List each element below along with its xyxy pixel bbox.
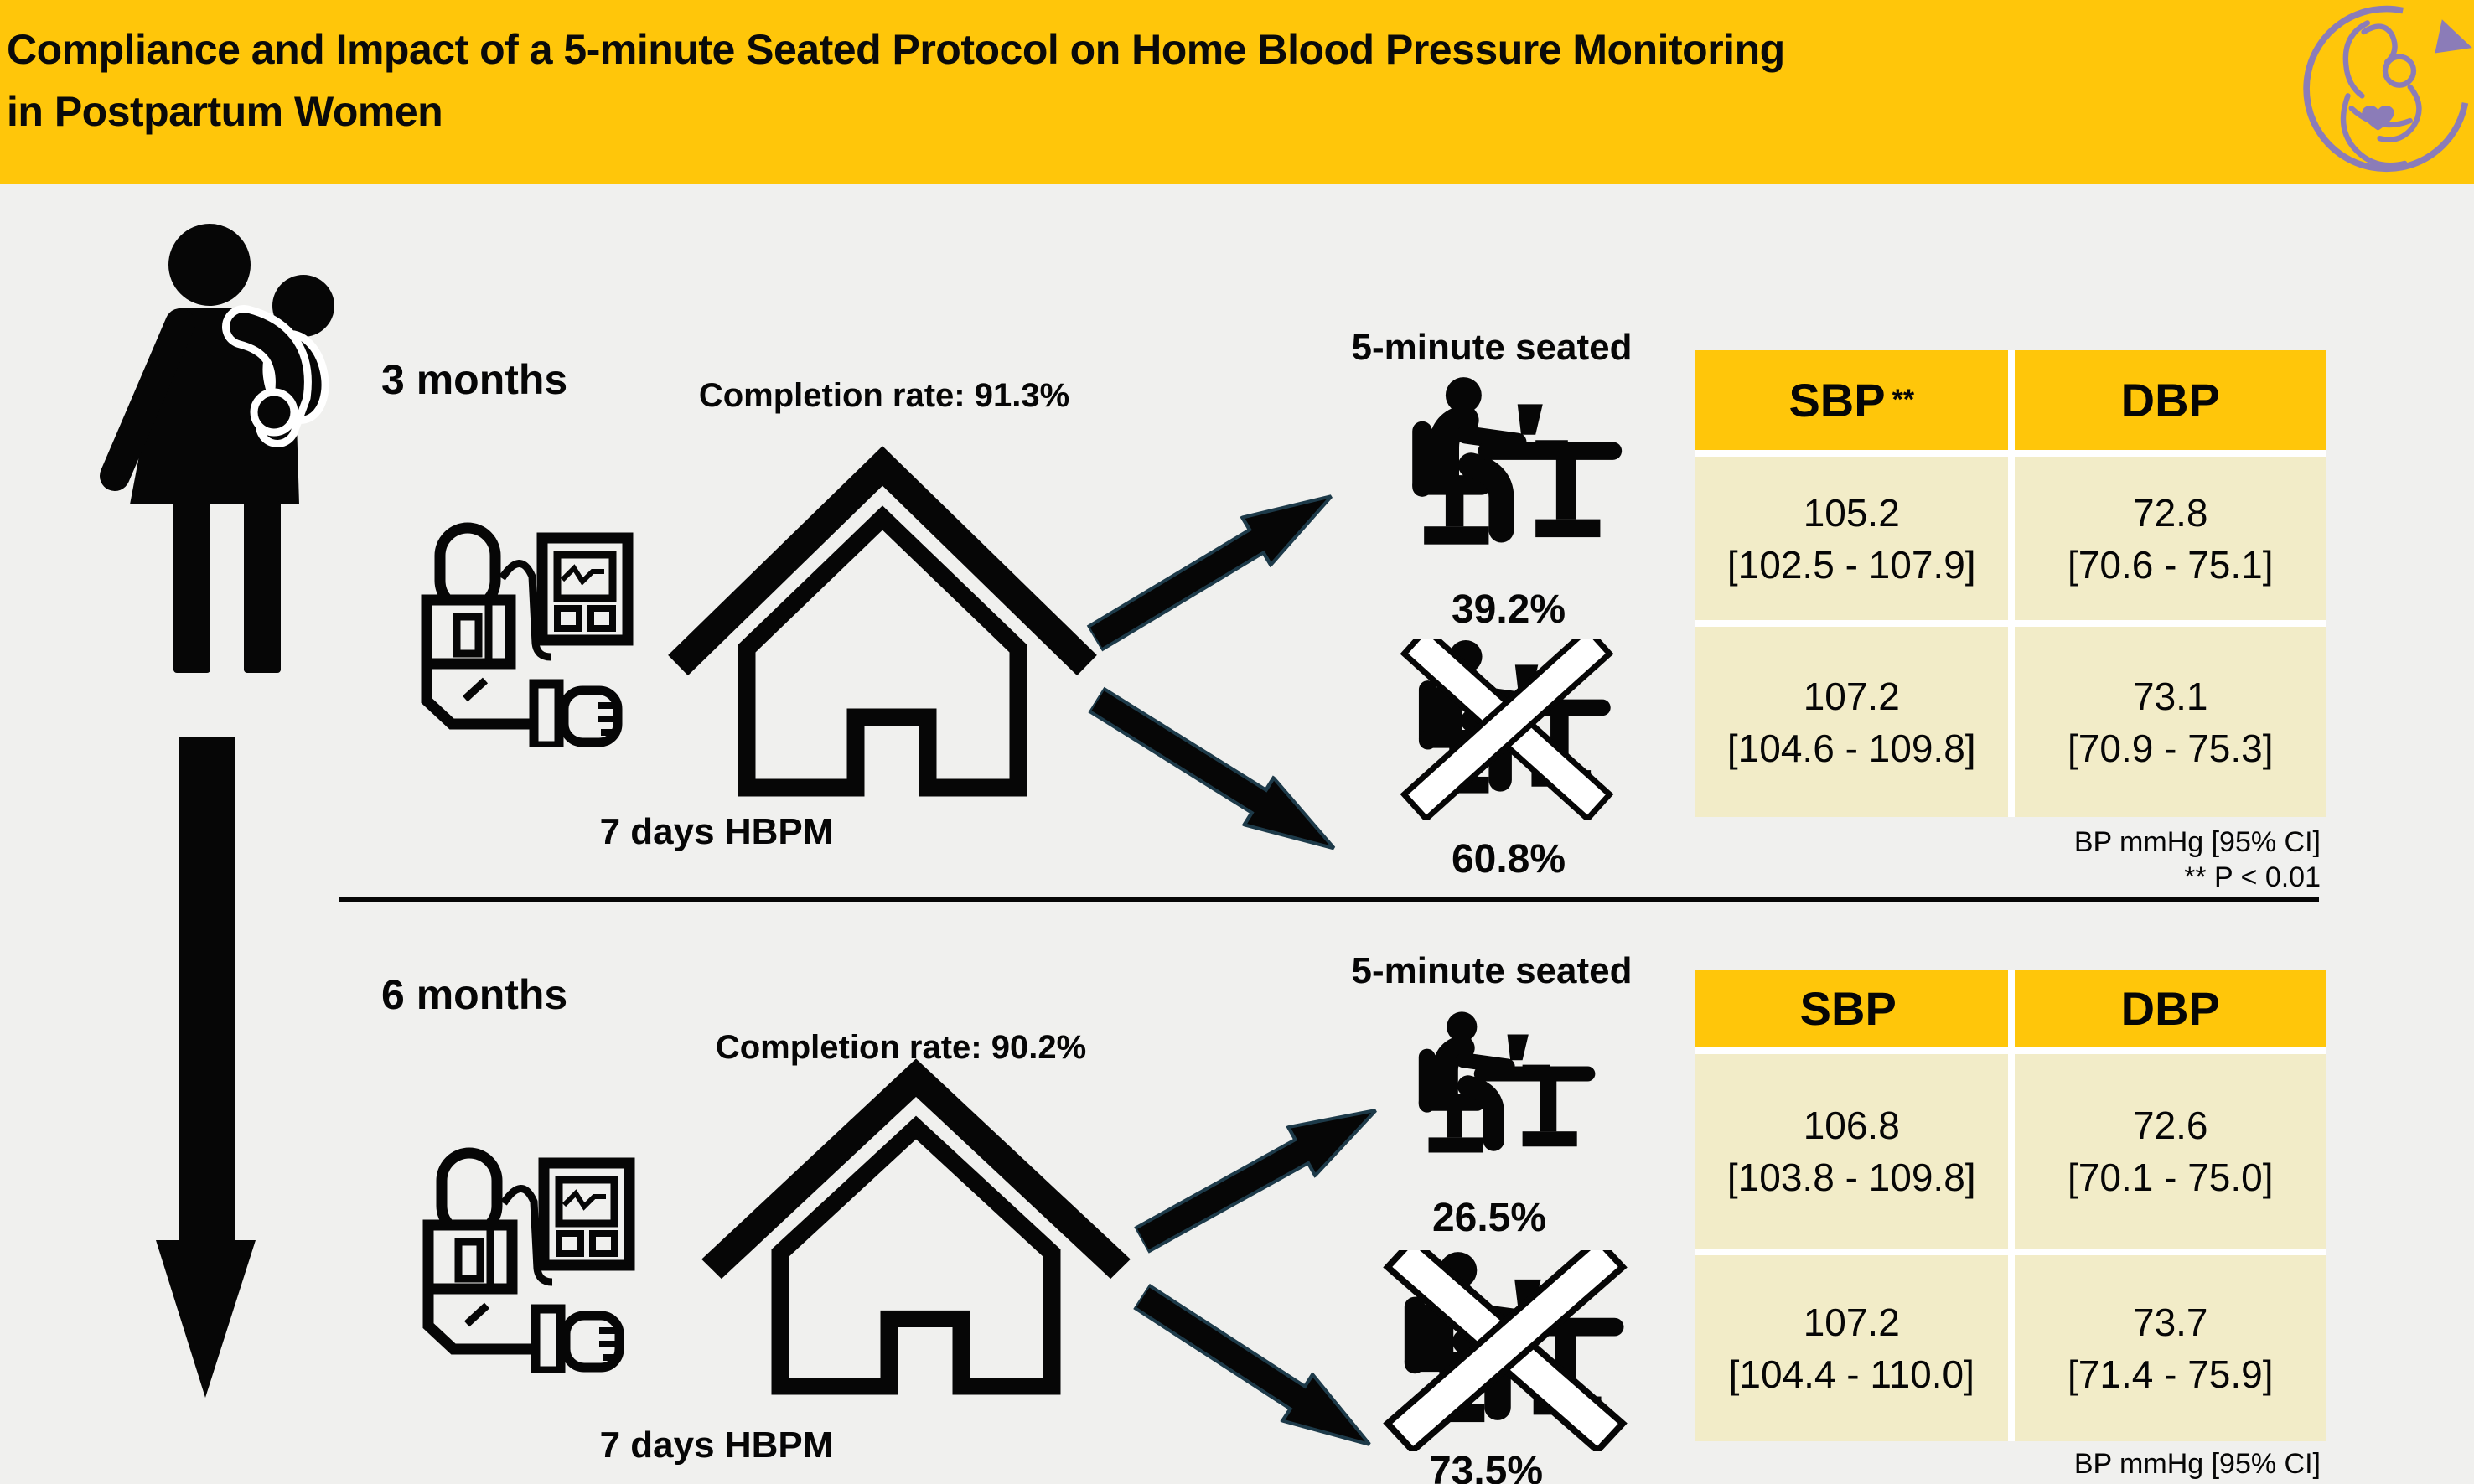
title-line-1: Compliance and Impact of a 5-minute Seat… — [7, 26, 1785, 73]
title-bar: Compliance and Impact of a 5-minute Seat… — [0, 0, 2474, 184]
blood-pressure-monitor-icon — [421, 522, 634, 747]
timepoint-label-3-months: 3 months — [381, 356, 568, 403]
dbp-value: 72.8 — [2132, 490, 2208, 535]
page-title: Compliance and Impact of a 5-minute Seat… — [7, 18, 1785, 142]
dbp-value: 73.7 — [2132, 1300, 2208, 1344]
hbpm-label-3-months: 7 days HBPM — [599, 811, 834, 852]
table-cell: 105.2 [102.5 - 107.9] — [1695, 457, 2008, 620]
home-icon — [701, 1058, 1131, 1395]
sbp-header-text: SBP — [1788, 374, 1886, 427]
sbp-confidence-interval: [103.8 - 109.8] — [1726, 1156, 1976, 1199]
cross-out-x-icon — [1383, 1250, 1628, 1451]
dbp-header-text: DBP — [2120, 374, 2220, 427]
sbp-value: 107.2 — [1803, 1300, 1900, 1344]
not-seated-percentage-3-months: 60.8% — [1451, 837, 1566, 882]
person-seated-at-desk-crossed-out-icon — [1383, 1250, 1628, 1451]
arrow-icon — [1126, 1272, 1386, 1470]
table-cell: 107.2 [104.6 - 109.8] — [1695, 627, 2008, 817]
sbp-significance-marker: ** — [1892, 384, 1915, 416]
sbp-value: 106.8 — [1803, 1104, 1900, 1147]
dbp-confidence-interval: [70.1 - 75.0] — [2068, 1156, 2274, 1199]
table-cell: 73.1 [70.9 - 75.3] — [2014, 627, 2326, 817]
section-divider — [339, 897, 2319, 902]
column-header-sbp: SBP — [1695, 970, 2008, 1047]
dbp-confidence-interval: [71.4 - 75.9] — [2068, 1352, 2274, 1396]
person-seated-at-desk-icon — [1412, 377, 1623, 545]
table-footnote-units: BP mmHg [95% CI] — [2073, 826, 2321, 858]
dbp-value: 73.1 — [2132, 674, 2208, 718]
sbp-confidence-interval: [104.6 - 109.8] — [1726, 726, 1976, 770]
maternal-care-circular-arrow-logo — [2303, 5, 2472, 173]
seated-percentage-3-months: 39.2% — [1451, 587, 1566, 632]
table-cell: 73.7 [71.4 - 75.9] — [2014, 1255, 2326, 1441]
sbp-confidence-interval: [104.4 - 110.0] — [1728, 1352, 1975, 1396]
completion-rate-6-months: Completion rate: 90.2% — [715, 1029, 1087, 1066]
hbpm-label-6-months: 7 days HBPM — [599, 1425, 834, 1466]
seated-percentage-6-months: 26.5% — [1431, 1196, 1547, 1240]
arrow-icon — [1127, 1084, 1390, 1265]
timepoint-label-6-months: 6 months — [381, 971, 568, 1018]
bp-table-6-months: SBP DBP 106.8 [103.8 - 109.8] 72.6 [70.1… — [1695, 970, 2326, 1441]
person-seated-at-desk-icon — [1418, 1011, 1596, 1153]
bp-table-3-months: SBP ** DBP 105.2 [102.5 - 107.9] 72.8 [70… — [1695, 350, 2326, 817]
table-cell: 107.2 [104.4 - 110.0] — [1695, 1255, 2008, 1441]
title-line-2: in Postpartum Women — [7, 88, 443, 135]
table-cell: 106.8 [103.8 - 109.8] — [1695, 1054, 2008, 1249]
column-header-dbp: DBP — [2014, 350, 2326, 450]
arrow-icon — [1079, 471, 1347, 664]
dbp-confidence-interval: [70.6 - 75.1] — [2068, 542, 2274, 587]
table-cell: 72.8 [70.6 - 75.1] — [2014, 457, 2326, 620]
person-seated-at-desk-crossed-out-icon — [1400, 639, 1614, 820]
sbp-confidence-interval: [102.5 - 107.9] — [1726, 542, 1976, 587]
dbp-value: 72.6 — [2132, 1104, 2208, 1147]
column-header-sbp: SBP ** — [1695, 350, 2008, 450]
sbp-value: 107.2 — [1803, 674, 1900, 718]
table-cell: 72.6 [70.1 - 75.0] — [2014, 1054, 2326, 1249]
blood-pressure-monitor-icon — [422, 1147, 635, 1373]
protocol-heading-6-months: 5-minute seated — [1351, 950, 1633, 991]
not-seated-percentage-6-months: 73.5% — [1428, 1449, 1544, 1484]
sbp-header-text: SBP — [1799, 982, 1897, 1035]
dbp-confidence-interval: [70.9 - 75.3] — [2068, 726, 2274, 770]
completion-rate-3-months: Completion rate: 91.3% — [698, 377, 1070, 414]
home-icon — [668, 446, 1097, 797]
down-arrow-icon — [156, 737, 256, 1398]
mother-holding-baby-icon — [100, 224, 334, 673]
arrow-icon — [1080, 675, 1349, 873]
table-footnote-units: BP mmHg [95% CI] — [2073, 1448, 2321, 1480]
cross-out-x-icon — [1400, 639, 1614, 820]
protocol-heading-3-months: 5-minute seated — [1351, 327, 1633, 368]
dbp-header-text: DBP — [2120, 982, 2220, 1035]
column-header-dbp: DBP — [2014, 970, 2326, 1047]
table-footnote-significance: ** P < 0.01 — [2184, 861, 2321, 893]
sbp-value: 105.2 — [1803, 490, 1900, 535]
